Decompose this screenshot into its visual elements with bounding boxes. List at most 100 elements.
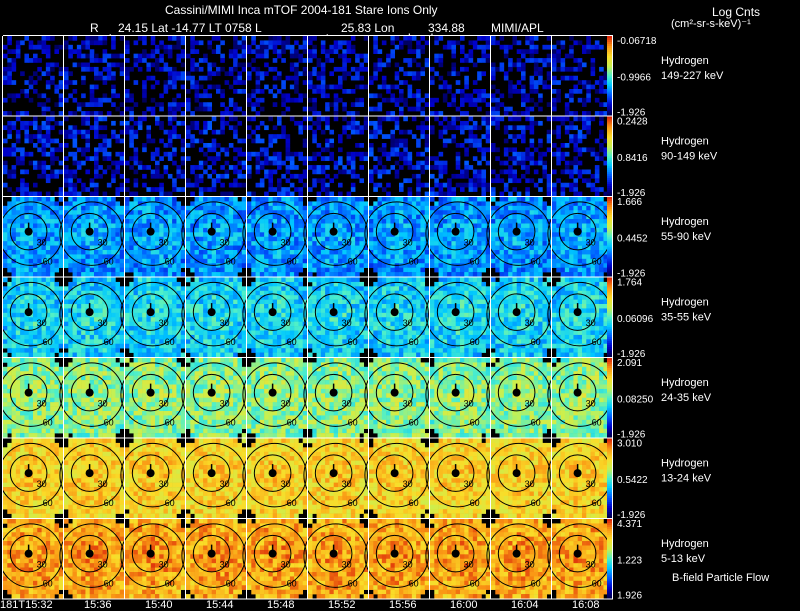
heatmap-panel-r2-c7: 30 60 [426, 197, 490, 277]
time-tick-label: 15:40 [145, 599, 173, 611]
svg-text:30: 30 [342, 238, 352, 248]
time-tick-label: 15:56 [389, 599, 417, 611]
heatmap-panel-r0-c8 [491, 36, 551, 116]
heatmap-panel-r0-c9 [552, 36, 612, 116]
svg-text:60: 60 [348, 257, 358, 267]
heatmap-panel-r1-c8 [491, 117, 551, 197]
species-label-r0: Hydrogen [661, 55, 709, 67]
heatmap-panel-r0-c3 [186, 36, 246, 116]
heatmap-panel-r0-c6 [369, 36, 429, 116]
svg-text:60: 60 [287, 257, 297, 267]
heatmap-panel-r2-c5: 30 60 [304, 197, 368, 277]
heatmap-panel-r1-c5 [308, 117, 368, 197]
colorbar-scale-max-r3: 1.764 [617, 278, 642, 289]
colorbar-scale-mid-r0: -0.9966 [617, 72, 651, 83]
colorbar-scale-max-r0: -0.06718 [617, 36, 657, 47]
heatmap-panel-r0-c2 [125, 36, 185, 116]
energy-label-r6: 5-13 keV [661, 553, 706, 565]
flow-label: B-field Particle Flow [672, 572, 769, 584]
colorbar-scale-max-r4: 2.091 [617, 358, 642, 369]
species-label-r2: Hydrogen [661, 216, 709, 228]
time-tick-label: 15:36 [84, 599, 112, 611]
time-tick-label: 15:52 [328, 599, 356, 611]
energy-label-r4: 24-35 keV [661, 392, 712, 404]
time-tick-label: 16:04 [511, 599, 539, 611]
heatmap-panel-r1-c0 [3, 117, 63, 197]
energy-label-r2: 55-90 keV [661, 231, 712, 243]
species-label-r3: Hydrogen [661, 297, 709, 309]
heatmap-panel-r1-c4 [247, 117, 307, 197]
heatmap-panel-r1-c7 [430, 117, 490, 197]
heatmap-panel-r2-c4: 30 60 [243, 197, 307, 277]
svg-text:30: 30 [159, 238, 169, 248]
colorbar-scale-mid-r4: 0.08250 [617, 394, 654, 405]
time-tick-label: 15:44 [206, 599, 234, 611]
colorbar-scale-max-r2: 1.666 [617, 197, 642, 208]
colorbar-scale-max-r5: 3.010 [617, 439, 642, 450]
svg-text:60: 60 [470, 257, 480, 267]
heatmap-panel-r0-c5 [308, 36, 368, 116]
svg-text:30: 30 [98, 238, 108, 248]
svg-text:30: 30 [464, 238, 474, 248]
heatmap-panel-r1-c9 [552, 117, 612, 197]
heatmap-panel-r1-c1 [64, 117, 124, 197]
svg-text:60: 60 [43, 257, 53, 267]
heatmap-panel-r2-c8: 30 60 [487, 197, 551, 277]
heatmap-panel-r2-c6: 30 60 [365, 197, 429, 277]
svg-text:30: 30 [525, 238, 535, 248]
heatmap-panel-r1-c6 [369, 117, 429, 197]
svg-text:60: 60 [409, 257, 419, 267]
time-tick-label: 16:00 [450, 599, 478, 611]
colorbar-scale-max-r1: 0.2428 [617, 117, 648, 128]
colorbar-scale-mid-r5: 0.5422 [617, 475, 648, 486]
heatmap-panel-r1-c3 [186, 117, 246, 197]
svg-text:30: 30 [403, 238, 413, 248]
svg-text:30: 30 [220, 238, 230, 248]
svg-text:30: 30 [281, 238, 291, 248]
svg-text:60: 60 [531, 257, 541, 267]
energy-label-r5: 13-24 keV [661, 473, 712, 485]
time-tick-label: 15:48 [267, 599, 295, 611]
colorbar-scale-mid-r2: 0.4452 [617, 233, 648, 244]
species-label-r4: Hydrogen [661, 377, 709, 389]
time-axis-start: 181T15:32 [0, 599, 53, 611]
heatmap-panel-r0-c4 [247, 36, 307, 116]
time-tick-label: 16:08 [572, 599, 600, 611]
heatmap-panel-r0-c0 [3, 36, 63, 116]
species-label-r1: Hydrogen [661, 136, 709, 148]
